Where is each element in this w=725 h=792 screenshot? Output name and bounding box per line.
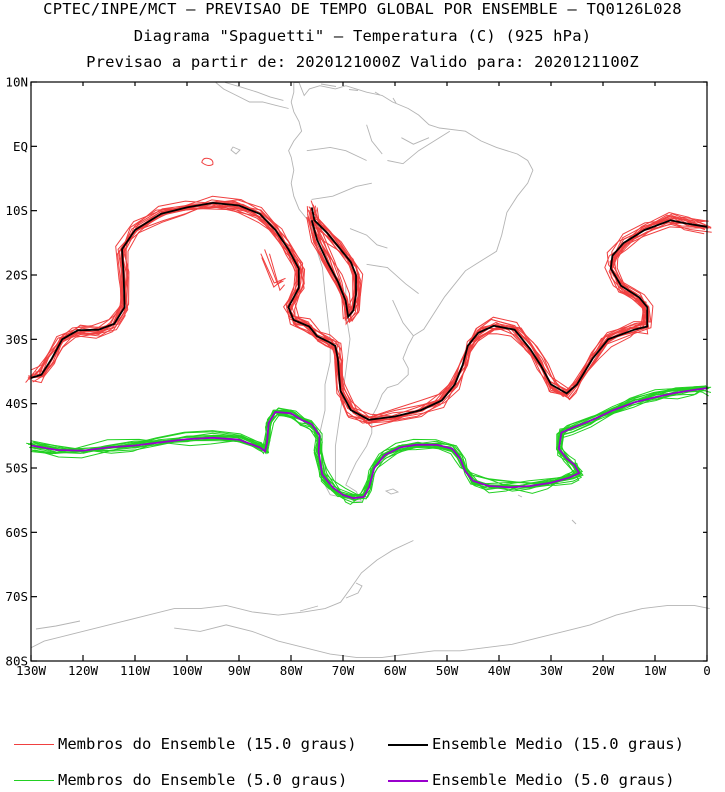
ensemble-mean-15-line <box>30 201 708 421</box>
x-tick-label: 90W <box>228 663 251 678</box>
x-tick-label: 60W <box>384 663 407 678</box>
ensemble-member-5-line <box>26 386 709 498</box>
caribbean-islands <box>230 83 397 155</box>
falklands-islands <box>384 488 577 525</box>
legend-item-members-5: Membros do Ensemble (5.0 graus) <box>14 771 347 789</box>
ensemble-member-15-line <box>33 205 706 425</box>
legend-item-mean-15: Ensemble Medio (15.0 graus) <box>388 735 684 753</box>
ensemble-member-15-line <box>31 205 712 422</box>
ensemble-member-15-line <box>31 202 705 424</box>
x-tick-label: 100W <box>172 663 203 678</box>
ensemble-member-15-line <box>307 214 362 323</box>
central-america-coast <box>215 82 289 109</box>
y-tick-label: 10N <box>5 75 28 90</box>
y-tick-label: EQ <box>13 139 28 154</box>
legend-swatch-mean-5 <box>388 779 428 782</box>
x-tick-label: 70W <box>332 663 355 678</box>
legend-swatch-mean-15 <box>388 743 428 746</box>
ensemble-member-15-line <box>308 204 355 314</box>
ensemble-member-15-blob <box>201 157 214 167</box>
legend-label-mean-5: Ensemble Medio (5.0 graus) <box>432 771 675 789</box>
x-tick-label: 110W <box>120 663 151 678</box>
legend-item-members-15: Membros do Ensemble (15.0 graus) <box>14 735 357 753</box>
y-tick-label: 20S <box>5 268 28 283</box>
ensemble-means <box>30 201 708 500</box>
y-tick-label: 80S <box>5 654 28 669</box>
ensemble-member-15-branch <box>260 253 286 284</box>
plot-frame <box>30 81 708 662</box>
x-tick-label: 0 <box>703 663 711 678</box>
ensemble-member-15-line <box>35 203 709 424</box>
legend-swatch-members-15 <box>14 744 54 745</box>
axes: 130W 120W 110W 100W 90W 80W 70W 60W 50W 40W 30W 20W… <box>5 75 710 679</box>
x-tick-label: 20W <box>592 663 615 678</box>
legend-item-mean-5: Ensemble Medio (5.0 graus) <box>388 771 675 789</box>
x-tick-label: 40W <box>488 663 511 678</box>
legend-label-mean-15: Ensemble Medio (15.0 graus) <box>432 735 684 753</box>
legend-swatch-members-5 <box>14 780 54 781</box>
ensemble-member-5-line <box>34 388 712 498</box>
y-tick-label: 50S <box>5 461 28 476</box>
x-tick-label: 130W <box>16 663 47 678</box>
ensemble-members <box>25 157 712 505</box>
chart-title-source: CPTEC/INPE/MCT — PREVISAO DE TEMPO GLOBA… <box>43 0 682 18</box>
ensemble-member-15-branch <box>264 249 284 285</box>
y-tick-label: 70S <box>5 589 28 604</box>
chart-title-dates: Previsao a partir de: 2020121000Z Valido… <box>86 53 639 71</box>
ensemble-mean-5-line <box>30 387 708 500</box>
x-tick-label: 30W <box>540 663 563 678</box>
coastline-map <box>30 82 710 658</box>
y-tick-label: 10S <box>5 203 28 218</box>
ensemble-member-15-line <box>28 195 707 424</box>
y-tick-label: 30S <box>5 332 28 347</box>
x-tick-label: 10W <box>644 663 667 678</box>
x-tick-label: 120W <box>68 663 99 678</box>
chart-title-variable: Diagrama "Spaguetti" — Temperatura (C) (… <box>133 27 592 45</box>
ensemble-member-15-line <box>32 202 703 418</box>
x-tick-label: 50W <box>436 663 459 678</box>
country-borders <box>306 124 451 482</box>
ensemble-member-15-branch <box>261 257 283 288</box>
ensemble-member-15-branch <box>269 253 285 292</box>
south-america-coast <box>288 82 534 502</box>
antarctica-coast <box>30 540 710 658</box>
x-tick-label: 80W <box>280 663 303 678</box>
y-tick-label: 60S <box>5 525 28 540</box>
ensemble-mean-15-line <box>310 207 357 319</box>
y-tick-label: 40S <box>5 396 28 411</box>
legend-label-members-5: Membros do Ensemble (5.0 graus) <box>58 771 348 789</box>
legend-label-members-15: Membros do Ensemble (15.0 graus) <box>58 735 357 753</box>
